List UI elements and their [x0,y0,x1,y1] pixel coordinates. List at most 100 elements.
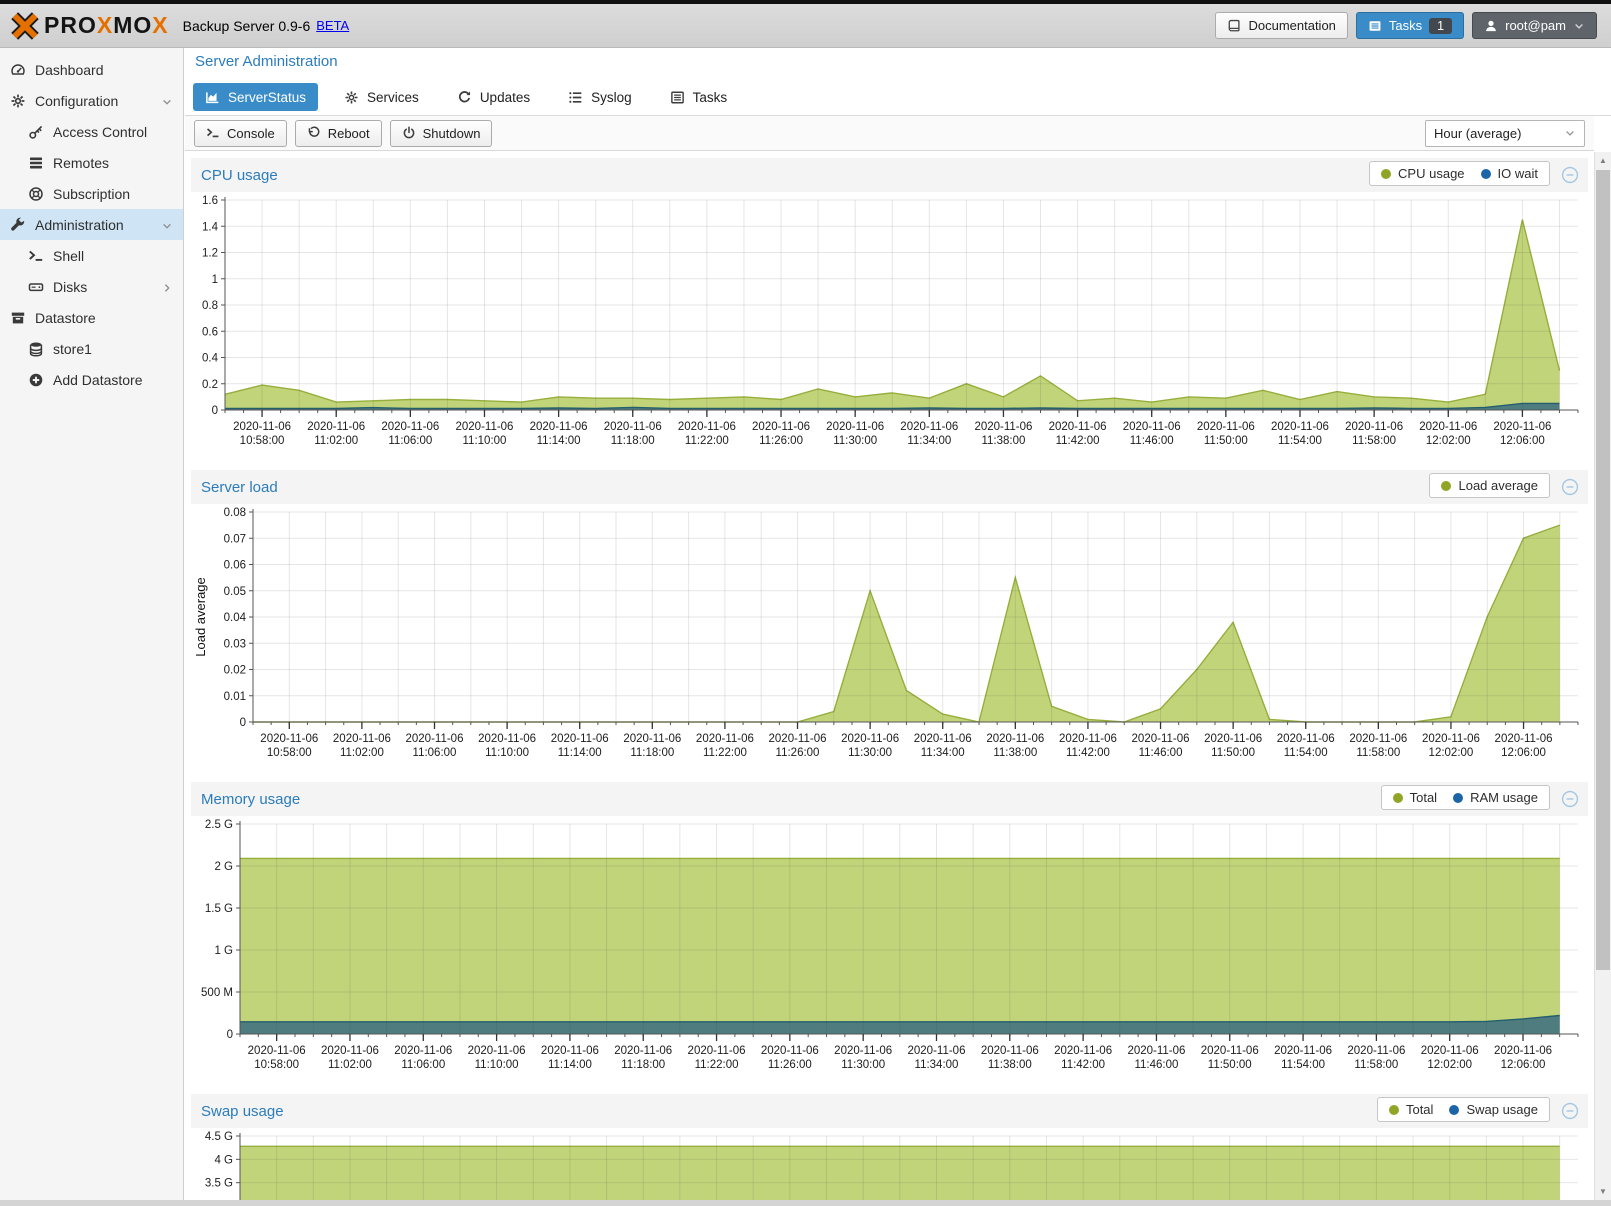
legend-dot [1392,792,1403,803]
chevron-down-icon[interactable] [161,219,173,231]
svg-text:2020-11-06: 2020-11-06 [1201,1045,1259,1057]
svg-text:11:46:00: 11:46:00 [1139,747,1183,759]
svg-text:2020-11-06: 2020-11-06 [233,421,291,433]
svg-text:11:22:00: 11:22:00 [695,1059,739,1071]
collapse-icon[interactable] [1561,166,1579,184]
cpu-usage-panel-title: CPU usage [201,166,278,184]
svg-text:2020-11-06: 2020-11-06 [688,1045,746,1057]
scroll-down-arrow[interactable]: ▼ [1599,1187,1607,1196]
collapse-icon[interactable] [1561,1102,1579,1120]
svg-text:2020-11-06: 2020-11-06 [834,1045,892,1057]
svg-text:2020-11-06: 2020-11-06 [1054,1045,1112,1057]
console-button[interactable]: Console [194,119,287,147]
svg-text:2020-11-06: 2020-11-06 [1132,733,1190,745]
svg-text:11:34:00: 11:34:00 [921,747,965,759]
legend-item: Total [1388,1102,1433,1117]
server-load-panel-title: Server load [201,478,278,496]
svg-text:11:02:00: 11:02:00 [328,1059,372,1071]
svg-text:1.5 G: 1.5 G [205,903,233,915]
documentation-button[interactable]: Documentation [1215,12,1348,39]
app-header: PROXMOX Backup Server 0.9-6 BETA Documen… [0,4,1611,48]
console-label: Console [227,125,275,141]
tab-updates[interactable]: Updates [445,83,542,111]
time-range-select[interactable]: Hour (average) [1425,119,1585,147]
svg-text:2020-11-06: 2020-11-06 [1059,733,1117,745]
svg-text:11:58:00: 11:58:00 [1356,747,1400,759]
page-title: Server Administration [195,53,338,70]
svg-text:11:26:00: 11:26:00 [759,435,803,447]
undo-icon [307,126,321,140]
legend-label: Load average [1458,478,1538,493]
svg-text:1 G: 1 G [214,945,233,957]
scrollbar-thumb[interactable] [1596,170,1610,970]
svg-text:2020-11-06: 2020-11-06 [1271,421,1329,433]
sidebar-item-datastore[interactable]: Datastore [0,302,183,333]
tasks-button[interactable]: Tasks 1 [1355,12,1465,39]
chart-area-icon [205,90,220,105]
legend-dot [1449,1104,1460,1115]
tab-syslog[interactable]: Syslog [556,83,644,111]
svg-text:11:10:00: 11:10:00 [485,747,529,759]
svg-text:2020-11-06: 2020-11-06 [761,1045,819,1057]
svg-text:2020-11-06: 2020-11-06 [974,421,1032,433]
sidebar-item-administration[interactable]: Administration [0,209,183,240]
svg-text:2020-11-06: 2020-11-06 [1494,1045,1552,1057]
svg-text:11:38:00: 11:38:00 [993,747,1037,759]
svg-text:2020-11-06: 2020-11-06 [406,733,464,745]
collapse-icon[interactable] [1561,478,1579,496]
chevron-down-icon[interactable] [161,95,173,107]
svg-text:0.2: 0.2 [202,379,218,391]
book-icon [1227,19,1241,33]
user-menu-button[interactable]: root@pam [1472,12,1597,39]
shutdown-button[interactable]: Shutdown [389,119,493,147]
database-icon [28,341,44,357]
collapse-icon[interactable] [1561,790,1579,808]
svg-text:11:02:00: 11:02:00 [314,435,358,447]
legend-item: Load average [1441,478,1538,493]
scroll-up-arrow[interactable]: ▲ [1599,156,1607,165]
svg-text:2020-11-06: 2020-11-06 [900,421,958,433]
sidebar-item-disks[interactable]: Disks [0,271,183,302]
wrench-icon [10,217,26,233]
svg-text:11:30:00: 11:30:00 [833,435,877,447]
sidebar-item-shell[interactable]: Shell [0,240,183,271]
svg-text:2020-11-06: 2020-11-06 [1347,1045,1405,1057]
tab-tasks[interactable]: Tasks [658,83,740,111]
svg-text:Load average: Load average [193,577,208,657]
legend-dot [1381,168,1392,179]
tab-services[interactable]: Services [332,83,431,111]
svg-text:11:30:00: 11:30:00 [848,747,892,759]
chevron-right-icon[interactable] [161,281,173,293]
sidebar-item-configuration[interactable]: Configuration [0,85,183,116]
svg-text:11:50:00: 11:50:00 [1211,747,1255,759]
svg-text:2020-11-06: 2020-11-06 [986,733,1044,745]
sidebar-item-access-control[interactable]: Access Control [0,116,183,147]
main-area: Server Administration ServerStatus Servic… [185,48,1611,1200]
key-icon [28,124,44,140]
tab-label: ServerStatus [228,89,307,105]
reboot-button[interactable]: Reboot [294,119,382,147]
time-range-value: Hour (average) [1434,125,1522,141]
tasks-label: Tasks [1388,18,1423,33]
sidebar-item-add-datastore[interactable]: Add Datastore [0,364,183,395]
brand-text: PROXMOX [44,12,169,38]
svg-text:11:18:00: 11:18:00 [621,1059,665,1071]
book-list-icon [670,90,685,105]
sidebar-item-label: Add Datastore [53,371,143,388]
window-top-strip [0,0,1611,4]
swap-usage-panel-title: Swap usage [201,1102,284,1120]
server-load-panel: Server load Load average 2020-11-06 10:58… [191,470,1588,762]
sidebar-item-dashboard[interactable]: Dashboard [0,54,183,85]
tab-serverstatus[interactable]: ServerStatus [193,83,319,111]
vertical-scrollbar[interactable]: ▲ ▼ [1594,152,1611,1200]
svg-text:11:26:00: 11:26:00 [768,1059,812,1071]
sidebar-item-label: Configuration [35,92,119,109]
svg-text:2020-11-06: 2020-11-06 [307,421,365,433]
svg-text:11:38:00: 11:38:00 [988,1059,1032,1071]
svg-text:2020-11-06: 2020-11-06 [1422,733,1480,745]
beta-link[interactable]: BETA [316,18,350,33]
sidebar-item-remotes[interactable]: Remotes [0,147,183,178]
sidebar-item-store1[interactable]: store1 [0,333,183,364]
sidebar-item-label: Subscription [53,185,131,202]
sidebar-item-subscription[interactable]: Subscription [0,178,183,209]
